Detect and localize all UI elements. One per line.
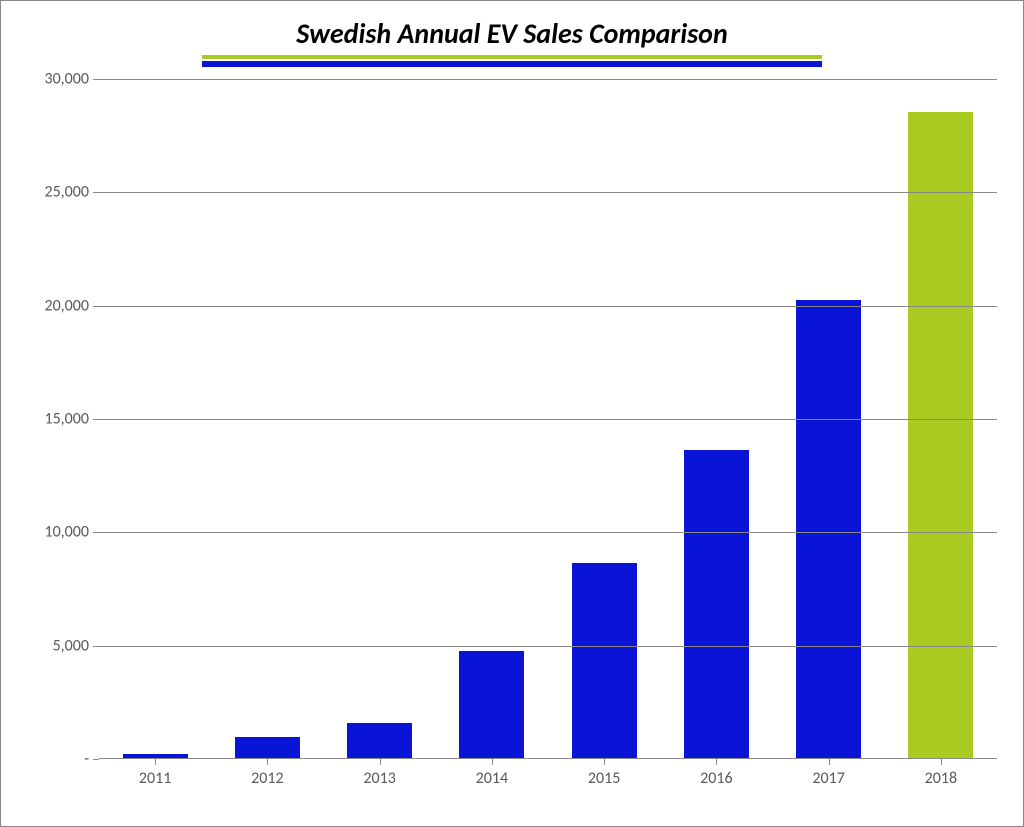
y-tick-label: 5,000 xyxy=(53,636,89,655)
y-tick-label: 30,000 xyxy=(44,70,89,89)
plot-area xyxy=(99,79,997,759)
chart-title: Swedish Annual EV Sales Comparison xyxy=(296,16,727,51)
x-axis: 2011 2012 2013 2014 2015 2016 2017 2018 xyxy=(99,759,997,799)
x-tick-label: 2015 xyxy=(548,759,660,799)
gridline xyxy=(99,79,997,80)
x-tick-mark xyxy=(492,759,493,765)
gridline xyxy=(99,419,997,420)
x-tick-label: 2013 xyxy=(324,759,436,799)
plot-wrapper: -5,00010,00015,00020,00025,00030,000 201… xyxy=(27,79,997,799)
x-tick-text: 2016 xyxy=(700,769,732,788)
bar-2018 xyxy=(908,112,973,758)
y-tick-label: - xyxy=(84,750,89,769)
x-tick-label: 2014 xyxy=(436,759,548,799)
x-tick-label: 2016 xyxy=(660,759,772,799)
x-tick-text: 2014 xyxy=(476,769,508,788)
title-block: Swedish Annual EV Sales Comparison xyxy=(21,16,1003,67)
y-tick-mark xyxy=(93,79,99,80)
gridline xyxy=(99,192,997,193)
bar-2014 xyxy=(459,651,524,758)
y-tick-label: 15,000 xyxy=(44,410,89,429)
x-tick-text: 2011 xyxy=(139,769,171,788)
bar-2012 xyxy=(235,737,300,758)
y-tick-mark xyxy=(93,192,99,193)
x-tick-label: 2017 xyxy=(773,759,885,799)
y-tick-label: 10,000 xyxy=(44,523,89,542)
y-tick-label: 20,000 xyxy=(44,296,89,315)
x-tick-mark xyxy=(380,759,381,765)
x-tick-text: 2012 xyxy=(251,769,283,788)
bar-2017 xyxy=(796,300,861,758)
x-tick-label: 2011 xyxy=(99,759,211,799)
gridline xyxy=(99,306,997,307)
bar-2015 xyxy=(572,563,637,758)
x-tick-text: 2017 xyxy=(812,769,844,788)
gridline xyxy=(99,646,997,647)
bar-2016 xyxy=(684,450,749,758)
x-tick-text: 2015 xyxy=(588,769,620,788)
y-tick-mark xyxy=(93,646,99,647)
y-tick-mark xyxy=(93,306,99,307)
y-tick-label: 25,000 xyxy=(44,183,89,202)
x-tick-mark xyxy=(829,759,830,765)
y-tick-mark xyxy=(93,532,99,533)
title-underline xyxy=(202,55,822,67)
y-tick-mark xyxy=(93,419,99,420)
x-tick-text: 2018 xyxy=(925,769,957,788)
y-axis: -5,00010,00015,00020,00025,00030,000 xyxy=(27,79,99,759)
x-tick-mark xyxy=(716,759,717,765)
x-tick-label: 2018 xyxy=(885,759,997,799)
chart-container: Swedish Annual EV Sales Comparison - 5,00… xyxy=(0,0,1024,827)
x-tick-mark xyxy=(267,759,268,765)
x-tick-text: 2013 xyxy=(363,769,395,788)
bar-2013 xyxy=(347,723,412,758)
underline-blue xyxy=(202,61,822,67)
x-tick-mark xyxy=(604,759,605,765)
bar-2011 xyxy=(123,754,188,758)
gridline xyxy=(99,532,997,533)
x-tick-mark xyxy=(941,759,942,765)
underline-green xyxy=(202,55,822,59)
x-tick-mark xyxy=(155,759,156,765)
x-tick-label: 2012 xyxy=(211,759,323,799)
